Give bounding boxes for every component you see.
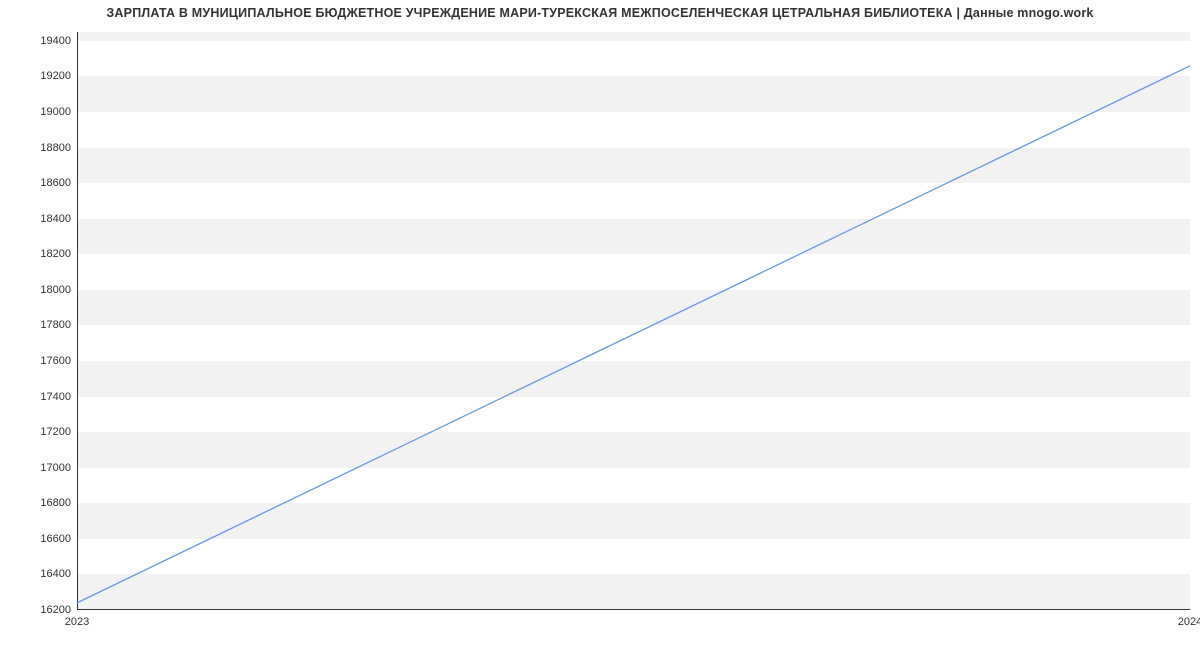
y-tick-label: 17600 xyxy=(40,355,71,367)
line-layer xyxy=(77,32,1190,610)
y-tick-label: 18400 xyxy=(40,213,71,225)
y-tick-label: 18000 xyxy=(40,284,71,296)
salary-chart: ЗАРПЛАТА В МУНИЦИПАЛЬНОЕ БЮДЖЕТНОЕ УЧРЕЖ… xyxy=(0,0,1200,650)
y-tick-label: 16200 xyxy=(40,604,71,616)
x-tick-label: 2023 xyxy=(65,616,89,628)
y-tick-label: 16600 xyxy=(40,533,71,545)
y-tick-label: 19000 xyxy=(40,106,71,118)
y-tick-label: 18200 xyxy=(40,248,71,260)
y-tick-label: 19400 xyxy=(40,35,71,47)
y-tick-label: 18800 xyxy=(40,142,71,154)
y-tick-label: 17800 xyxy=(40,319,71,331)
y-tick-label: 19200 xyxy=(40,70,71,82)
y-tick-label: 17400 xyxy=(40,391,71,403)
y-tick-label: 16400 xyxy=(40,568,71,580)
plot-area: 1620016400166001680017000172001740017600… xyxy=(77,32,1190,610)
chart-title: ЗАРПЛАТА В МУНИЦИПАЛЬНОЕ БЮДЖЕТНОЕ УЧРЕЖ… xyxy=(0,6,1200,20)
y-tick-label: 16800 xyxy=(40,497,71,509)
y-tick-label: 17000 xyxy=(40,462,71,474)
y-tick-label: 18600 xyxy=(40,177,71,189)
x-tick-label: 2024 xyxy=(1178,616,1200,628)
series-line xyxy=(77,66,1190,603)
y-tick-label: 17200 xyxy=(40,426,71,438)
